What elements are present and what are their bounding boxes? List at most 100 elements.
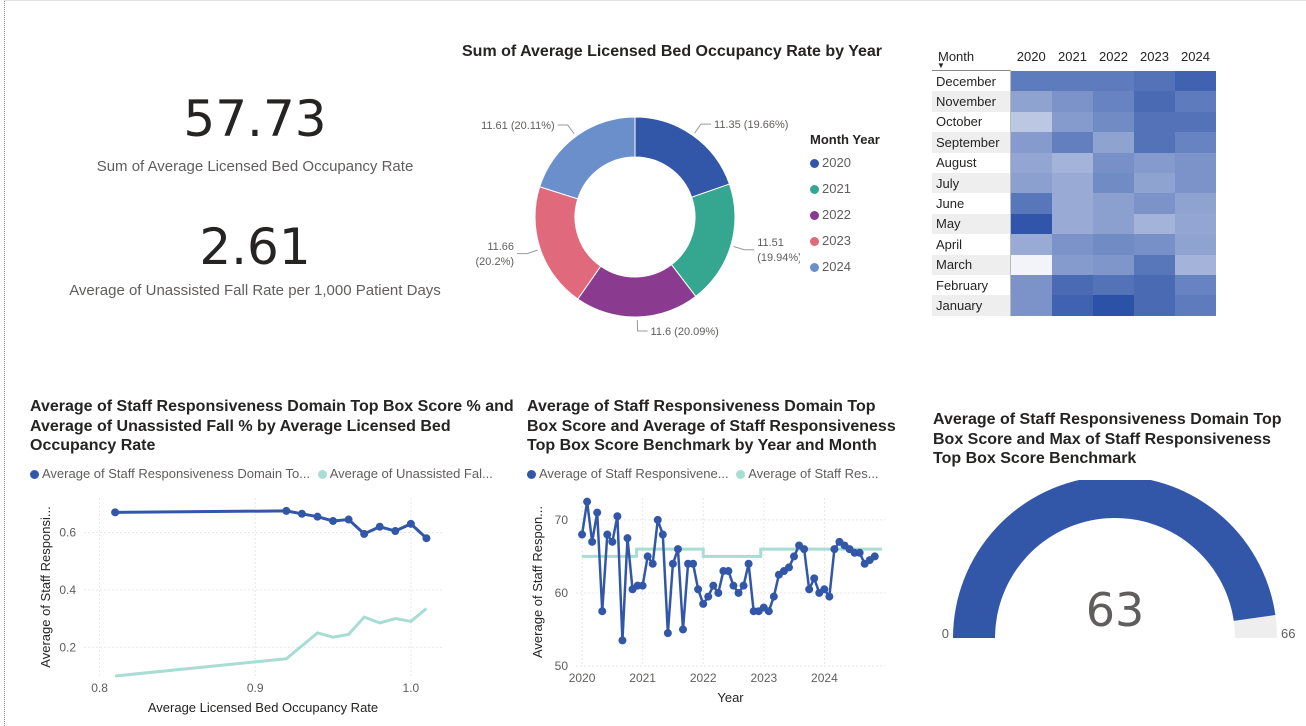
heatmap-cell[interactable] (1175, 295, 1216, 316)
donut-data-label: (19.94%) (757, 252, 800, 264)
heatmap-cell[interactable] (1134, 193, 1175, 214)
heatmap-cell[interactable] (1093, 213, 1134, 235)
heatmap-cell[interactable] (1093, 70, 1134, 92)
y-tick-label: 0.4 (59, 583, 76, 597)
heatmap-cell[interactable] (1052, 254, 1093, 275)
scatter-legend-a[interactable]: Average of Staff Responsiveness Domain T… (42, 466, 311, 481)
legend-item-2021[interactable]: 2021 (810, 181, 851, 207)
heatmap-cell[interactable] (1175, 111, 1216, 133)
heatmap-cell[interactable] (1093, 91, 1134, 112)
heatmap-cell[interactable] (1175, 274, 1216, 296)
scatter-chart[interactable]: 0.8 0.9 1.0 0.6 0.4 0.2 Average Licensed Bed O… (22, 488, 512, 720)
timeline-legend-a[interactable]: Average of Staff Responsivene... (539, 466, 729, 481)
heatmap-cell[interactable] (1175, 213, 1216, 235)
heatmap-cell[interactable] (1052, 295, 1093, 316)
heatmap-cell[interactable] (1175, 91, 1216, 112)
heatmap-cell[interactable] (1010, 132, 1052, 153)
heatmap-cell[interactable] (1175, 234, 1216, 255)
legend-item-2020[interactable]: 2020 (810, 155, 851, 181)
heatmap-cell[interactable] (1052, 234, 1093, 255)
series-point (658, 530, 667, 539)
heatmap-cell[interactable] (1175, 254, 1216, 275)
legend-item-2023[interactable]: 2023 (810, 233, 851, 259)
timeline-title: Average of Staff Responsiveness Domain T… (527, 398, 896, 454)
heatmap-cell[interactable] (1052, 70, 1093, 92)
heatmap-cell[interactable] (1134, 213, 1175, 235)
heatmap-corner[interactable]: Month ▼ (932, 42, 1011, 71)
heatmap-row-label: February (932, 274, 1011, 296)
heatmap-cell[interactable] (1010, 213, 1052, 235)
heatmap-cell[interactable] (1134, 91, 1175, 112)
heatmap-row-label: November (932, 91, 1011, 112)
heatmap-cell[interactable] (1175, 152, 1216, 173)
heatmap-cell[interactable] (1093, 295, 1134, 316)
heatmap-cell[interactable] (1093, 254, 1134, 275)
heatmap-cell[interactable] (1134, 152, 1175, 173)
heatmap-cell[interactable] (1093, 111, 1134, 133)
gauge-chart[interactable]: 63 0 66 (930, 480, 1300, 650)
heatmap-cell[interactable] (1010, 172, 1052, 194)
donut-chart[interactable]: 11.35 (19.66%) 11.51 (19.94%) 11.6 (20.09%)… (460, 70, 800, 340)
heatmap-cell[interactable] (1010, 193, 1052, 214)
heatmap-cell[interactable] (1134, 254, 1175, 275)
heatmap-cell[interactable] (1093, 274, 1134, 296)
heatmap-column-header[interactable]: 2021 (1058, 48, 1087, 64)
heatmap-cell[interactable] (1093, 172, 1134, 194)
legend-label: 2024 (822, 259, 851, 274)
timeline-chart[interactable]: 2020 2021 2022 2023 2024 70 60 50 Year Average of… (520, 488, 900, 720)
series-point (375, 522, 384, 531)
sort-descending-icon[interactable]: ▼ (937, 61, 945, 70)
gauge-title: Average of Staff Responsiveness Domain T… (933, 411, 1282, 467)
heatmap-column-header[interactable]: 2022 (1099, 48, 1128, 64)
y-tick-label: 70 (555, 513, 569, 527)
series-point (764, 607, 773, 616)
heatmap-cell[interactable] (1010, 295, 1052, 316)
heatmap-cell[interactable] (1010, 111, 1052, 133)
heatmap-column-header[interactable]: 2023 (1140, 48, 1169, 64)
scatter-legend-b[interactable]: Average of Unassisted Fal... (329, 466, 493, 481)
heatmap-cell[interactable] (1134, 111, 1175, 133)
legend-item-2022[interactable]: 2022 (810, 207, 851, 233)
heatmap-cell[interactable] (1093, 132, 1134, 153)
series-point (830, 545, 839, 554)
series-point (734, 588, 743, 597)
heatmap-cell[interactable] (1134, 295, 1175, 316)
heatmap-cell[interactable] (1010, 274, 1052, 296)
heatmap-cell[interactable] (1052, 213, 1093, 235)
heatmap-row-label: August (932, 152, 1011, 173)
heatmap-cell[interactable] (1093, 152, 1134, 173)
donut-leader-line (733, 246, 755, 251)
heatmap-cell[interactable] (1052, 91, 1093, 112)
heatmap-cell[interactable] (1134, 274, 1175, 296)
heatmap-cell[interactable] (1010, 234, 1052, 255)
heatmap-cell[interactable] (1010, 152, 1052, 173)
heatmap-column-header[interactable]: 2024 (1181, 48, 1210, 64)
series-point (805, 585, 814, 594)
heatmap-cell[interactable] (1134, 70, 1175, 92)
donut-legend: 2020 2021 2022 2023 2024 (810, 155, 851, 285)
heatmap-column-header[interactable]: 2020 (1016, 48, 1046, 64)
heatmap-cell[interactable] (1052, 274, 1093, 296)
heatmap-cell[interactable] (1052, 132, 1093, 153)
heatmap-cell[interactable] (1175, 193, 1216, 214)
heatmap-cell[interactable] (1052, 172, 1093, 194)
heatmap-cell[interactable] (1134, 172, 1175, 194)
heatmap-row: July (932, 172, 1216, 194)
series-point (608, 537, 617, 546)
heatmap-cell[interactable] (1134, 234, 1175, 255)
heatmap-cell[interactable] (1052, 111, 1093, 133)
heatmap-cell[interactable] (1010, 91, 1052, 112)
legend-item-2024[interactable]: 2024 (810, 259, 851, 285)
heatmap-cell[interactable] (1093, 234, 1134, 255)
timeline-legend-b[interactable]: Average of Staff Res... (748, 466, 879, 481)
heatmap-cell[interactable] (1093, 193, 1134, 214)
heatmap-cell[interactable] (1175, 172, 1216, 194)
heatmap-cell[interactable] (1052, 193, 1093, 214)
heatmap-cell[interactable] (1010, 70, 1052, 92)
heatmap-cell[interactable] (1010, 254, 1052, 275)
heatmap-cell[interactable] (1175, 70, 1216, 92)
heatmap-cell[interactable] (1052, 152, 1093, 173)
heatmap-cell[interactable] (1175, 132, 1216, 153)
donut-data-label: 11.61 (20.11%) (481, 120, 555, 132)
heatmap-cell[interactable] (1134, 132, 1175, 153)
